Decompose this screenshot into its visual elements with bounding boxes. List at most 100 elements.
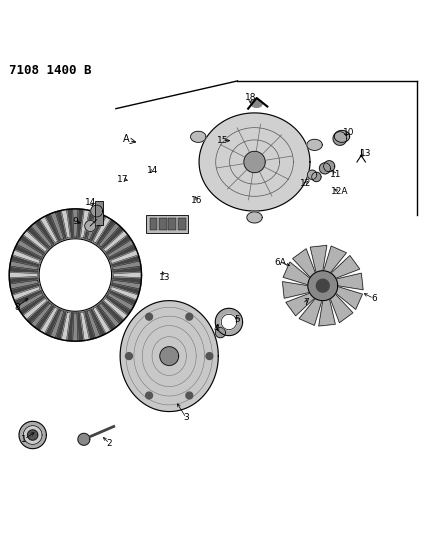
Polygon shape bbox=[80, 312, 89, 341]
Text: 2: 2 bbox=[107, 439, 112, 448]
Polygon shape bbox=[282, 281, 309, 298]
Polygon shape bbox=[9, 209, 142, 341]
Polygon shape bbox=[99, 303, 120, 327]
Polygon shape bbox=[40, 216, 58, 243]
Text: A: A bbox=[123, 134, 130, 143]
Polygon shape bbox=[113, 261, 141, 270]
Polygon shape bbox=[23, 231, 47, 252]
Polygon shape bbox=[91, 205, 103, 217]
Text: 12A: 12A bbox=[331, 187, 348, 196]
Polygon shape bbox=[61, 312, 70, 341]
Text: 12: 12 bbox=[300, 179, 312, 188]
Text: 16: 16 bbox=[191, 196, 203, 205]
Polygon shape bbox=[19, 422, 46, 449]
Polygon shape bbox=[107, 293, 134, 310]
Polygon shape bbox=[12, 287, 40, 300]
Polygon shape bbox=[336, 287, 363, 309]
Polygon shape bbox=[51, 310, 64, 338]
Polygon shape bbox=[336, 273, 363, 290]
Polygon shape bbox=[87, 310, 101, 338]
Polygon shape bbox=[251, 100, 262, 107]
Polygon shape bbox=[160, 346, 178, 366]
Text: 8: 8 bbox=[14, 303, 20, 311]
Polygon shape bbox=[330, 294, 353, 322]
Text: 7: 7 bbox=[303, 298, 309, 307]
Polygon shape bbox=[113, 272, 141, 278]
Polygon shape bbox=[324, 161, 335, 172]
FancyBboxPatch shape bbox=[146, 215, 188, 233]
Polygon shape bbox=[23, 426, 42, 445]
Polygon shape bbox=[125, 353, 132, 359]
Polygon shape bbox=[206, 353, 213, 359]
Text: 6A: 6A bbox=[274, 258, 286, 266]
Polygon shape bbox=[107, 240, 134, 257]
Polygon shape bbox=[93, 307, 110, 334]
Polygon shape bbox=[319, 299, 335, 326]
Polygon shape bbox=[215, 308, 243, 336]
Text: 11: 11 bbox=[330, 170, 342, 179]
Polygon shape bbox=[104, 298, 128, 319]
Text: 14: 14 bbox=[146, 166, 158, 175]
Text: 1: 1 bbox=[21, 435, 27, 444]
Text: 13: 13 bbox=[360, 149, 371, 158]
Text: 4: 4 bbox=[213, 324, 219, 333]
Text: 13: 13 bbox=[159, 273, 171, 281]
Polygon shape bbox=[286, 293, 315, 316]
Polygon shape bbox=[78, 433, 90, 445]
Polygon shape bbox=[186, 392, 193, 399]
Polygon shape bbox=[17, 293, 43, 310]
Polygon shape bbox=[146, 392, 152, 399]
Polygon shape bbox=[308, 271, 338, 301]
Polygon shape bbox=[324, 246, 346, 273]
Polygon shape bbox=[110, 250, 138, 263]
Text: 14: 14 bbox=[85, 198, 96, 207]
Polygon shape bbox=[334, 131, 350, 142]
Polygon shape bbox=[310, 245, 327, 272]
Polygon shape bbox=[10, 261, 38, 270]
Polygon shape bbox=[40, 307, 58, 334]
Polygon shape bbox=[51, 212, 64, 240]
Text: 10: 10 bbox=[343, 127, 354, 136]
FancyBboxPatch shape bbox=[159, 219, 166, 230]
Polygon shape bbox=[190, 131, 206, 142]
Polygon shape bbox=[80, 209, 89, 238]
Text: 3: 3 bbox=[183, 414, 189, 423]
Polygon shape bbox=[87, 212, 101, 240]
Polygon shape bbox=[110, 287, 138, 300]
Polygon shape bbox=[244, 151, 265, 173]
Text: 5: 5 bbox=[235, 316, 241, 324]
Polygon shape bbox=[23, 298, 47, 319]
Polygon shape bbox=[61, 209, 70, 238]
Polygon shape bbox=[319, 163, 330, 174]
Polygon shape bbox=[293, 249, 315, 278]
FancyBboxPatch shape bbox=[169, 219, 176, 230]
Polygon shape bbox=[9, 272, 37, 278]
Polygon shape bbox=[17, 240, 43, 257]
Polygon shape bbox=[31, 303, 52, 327]
FancyBboxPatch shape bbox=[149, 219, 157, 230]
Polygon shape bbox=[85, 221, 96, 231]
Text: 7108 1400 B: 7108 1400 B bbox=[9, 64, 92, 77]
Polygon shape bbox=[10, 280, 38, 289]
Text: 15: 15 bbox=[217, 136, 228, 145]
Polygon shape bbox=[312, 172, 321, 182]
Polygon shape bbox=[199, 113, 310, 211]
Polygon shape bbox=[283, 262, 310, 285]
Polygon shape bbox=[333, 132, 347, 146]
FancyBboxPatch shape bbox=[95, 201, 103, 225]
Polygon shape bbox=[307, 170, 317, 180]
Text: 17: 17 bbox=[116, 174, 128, 183]
Polygon shape bbox=[120, 301, 218, 411]
Polygon shape bbox=[221, 314, 237, 329]
Polygon shape bbox=[215, 327, 226, 338]
Polygon shape bbox=[93, 216, 110, 243]
Polygon shape bbox=[299, 298, 322, 325]
FancyBboxPatch shape bbox=[178, 219, 186, 230]
Polygon shape bbox=[12, 250, 40, 263]
Polygon shape bbox=[186, 313, 193, 320]
Polygon shape bbox=[331, 256, 360, 278]
Polygon shape bbox=[31, 223, 52, 247]
Polygon shape bbox=[73, 209, 78, 237]
Polygon shape bbox=[104, 231, 128, 252]
Polygon shape bbox=[146, 313, 152, 320]
